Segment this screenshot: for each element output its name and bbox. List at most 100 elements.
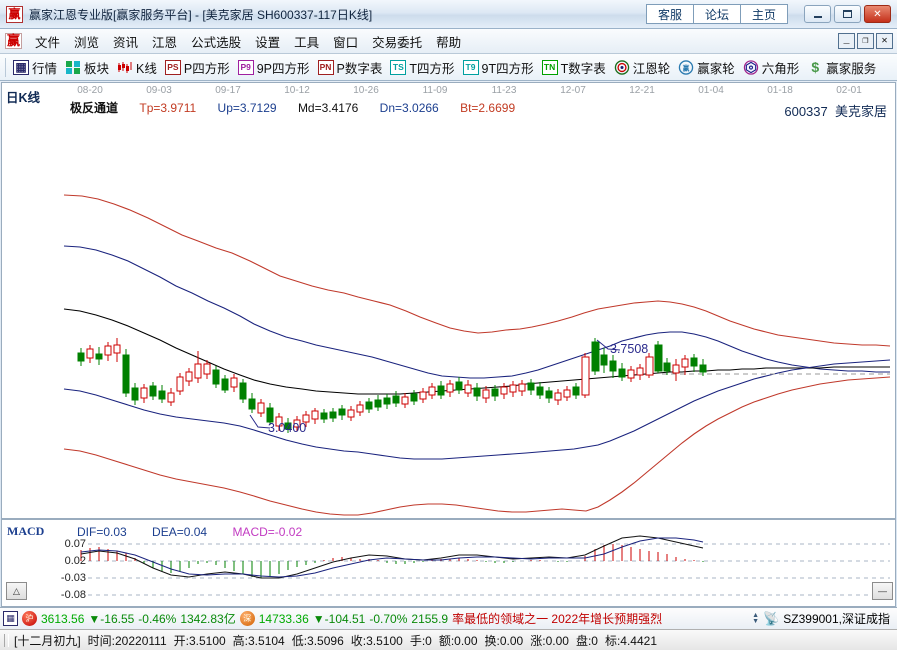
status-time: 时间:20220111 [87, 633, 167, 648]
t-number-table-icon: TN [541, 59, 558, 75]
toolbar-label-blocks: 板块 [84, 61, 110, 76]
macd-scroll-up-button[interactable]: △ [6, 582, 27, 600]
toolbar-button-winner-wheel[interactable]: 赢 赢家轮 [674, 56, 739, 79]
minimize-button[interactable] [804, 5, 831, 23]
customer-service-button[interactable]: 客服 [646, 4, 694, 24]
menu-item-news[interactable]: 资讯 [113, 35, 139, 50]
toolbar-label-winner-wheel: 赢家轮 [697, 61, 735, 76]
menu-item-tools[interactable]: 工具 [294, 35, 320, 50]
toolbar-button-p-number-table[interactable]: PN P数字表 [314, 56, 387, 79]
x-tick-0: 08-20 [77, 85, 103, 96]
9p-square-icon: P9 [237, 59, 254, 75]
quote-grid-icon: ▦ [13, 59, 29, 75]
indicator-md: Md=3.4176 [297, 101, 359, 115]
index2-pct: -0.70% [369, 611, 408, 626]
mdi-minimize-button[interactable]: _ [838, 33, 855, 49]
menu-item-gann[interactable]: 江恩 [152, 35, 178, 50]
chart-canvas[interactable] [2, 83, 896, 519]
winner-wheel-icon: 赢 [678, 59, 694, 75]
toolbar-button-winner-service[interactable]: $ 赢家服务 [803, 56, 880, 79]
toolbar-button-hexagon[interactable]: 六角形 [739, 56, 804, 79]
index1-value: 3613.56 [41, 611, 85, 626]
status-change: 涨:0.00 [530, 633, 569, 648]
maximize-button[interactable] [834, 5, 861, 23]
macd-macd: MACD=-0.02 [232, 525, 303, 539]
mdi-window-controls: _ ❐ ✕ [838, 33, 897, 49]
x-tick-3: 10-12 [284, 85, 310, 96]
index1-pct: -0.46% [138, 611, 177, 626]
macd-axis-label-2: -0.03 [60, 572, 86, 584]
menu-item-trade-entrust[interactable]: 交易委托 [372, 35, 423, 50]
index2-amount: 2155.9 [411, 611, 449, 626]
forum-button[interactable]: 论坛 [693, 4, 741, 24]
x-tick-6: 11-23 [491, 85, 517, 96]
news-ticker-text[interactable]: 率最低的领域之一 2022年增长预期强烈 [452, 612, 663, 626]
macd-canvas[interactable] [2, 520, 896, 607]
indicator-tp: Tp=3.9711 [139, 101, 197, 115]
index1-change: ▼-16.55 [88, 611, 135, 626]
toolbar-button-9t-square[interactable]: T9 9T四方形 [459, 56, 538, 79]
menu-item-window[interactable]: 窗口 [333, 35, 359, 50]
macd-pane[interactable]: MACD DIF=0.03 DEA=0.04 MACD=-0.02 0.07 0… [1, 519, 896, 607]
toolbar-label-hexagon: 六角形 [761, 61, 800, 76]
svg-text:赢: 赢 [683, 63, 690, 72]
x-tick-8: 12-21 [629, 85, 655, 96]
macd-dea: DEA=0.04 [152, 525, 208, 539]
toolbar-separator [5, 57, 6, 77]
x-tick-1: 09-03 [146, 85, 172, 96]
app-logo-icon: 赢 [6, 5, 23, 23]
toolbar-label-t-number-table: T数字表 [560, 61, 606, 76]
toolbar-button-t-number-table[interactable]: TN T数字表 [538, 56, 610, 79]
macd-expand-right-button[interactable]: — [872, 582, 893, 600]
toolbar-button-quote[interactable]: ▦ 行情 [9, 56, 61, 79]
title-links: 客服 论坛 主页 [646, 4, 788, 24]
ticker-spinner-icon[interactable]: ▲ ▼ [752, 611, 760, 625]
chart-area[interactable]: 日K线 08-20 09-03 09-17 10-12 10-26 11-09 … [1, 82, 896, 519]
menu-item-formula-stock-pick[interactable]: 公式选股 [191, 35, 242, 50]
menu-item-browse[interactable]: 浏览 [74, 35, 100, 50]
macd-axis-label-3: -0.08 [60, 589, 86, 601]
p-number-table-icon: PN [317, 59, 334, 75]
indicator-legend: 极反通道 Tp=3.9711 Up=3.7129 Md=3.4176 Dn=3.… [70, 99, 533, 116]
stock-code: 600337 [784, 104, 828, 119]
status-lunar-date: [十二月初九] [14, 633, 81, 648]
status-grip [4, 633, 9, 647]
window-controls: ✕ [804, 5, 891, 23]
toolbar-button-9p-square[interactable]: P9 9P四方形 [234, 56, 314, 79]
macd-values: DIF=0.03 DEA=0.04 MACD=-0.02 [77, 525, 324, 539]
toolbar-label-winner-service: 赢家服务 [826, 61, 877, 76]
status-disk: 盘:0 [575, 633, 598, 648]
x-tick-5: 11-09 [422, 85, 448, 96]
status-turnover: 换:0.00 [484, 633, 524, 648]
market-grid-icon[interactable]: ▦ [3, 611, 18, 626]
t-square-icon: TS [390, 59, 407, 75]
toolbar-button-t-square[interactable]: TS T四方形 [386, 56, 458, 79]
mdi-close-button[interactable]: ✕ [876, 33, 893, 49]
status-close: 收:3.5100 [350, 633, 403, 648]
indicator-name: 极反通道 [70, 101, 119, 115]
stock-code-name: 600337 美克家居 [784, 101, 887, 120]
window-title: 赢家江恩专业版[赢家服务平台] - [美克家居 SH600337-117日K线] [29, 7, 373, 22]
p-square-icon: PS [164, 59, 181, 75]
macd-title: MACD [7, 524, 45, 538]
close-button[interactable]: ✕ [864, 5, 891, 23]
indicator-bt: Bt=2.6699 [460, 101, 516, 115]
toolbar-button-gann-wheel[interactable]: 江恩轮 [610, 56, 675, 79]
index2-change: ▼-104.51 [312, 611, 366, 626]
mdi-restore-button[interactable]: ❐ [857, 33, 874, 49]
index1-amount: 1342.83亿 [180, 612, 236, 626]
homepage-button[interactable]: 主页 [740, 4, 788, 24]
menu-item-file[interactable]: 文件 [35, 35, 61, 50]
main-toolbar: ▦ 行情 板块 [0, 54, 897, 81]
winner-service-icon: $ [811, 59, 820, 75]
x-tick-7: 12-07 [560, 85, 586, 96]
menu-item-help[interactable]: 帮助 [436, 35, 462, 50]
low-pivot-annotation: 3.0400 [268, 421, 307, 435]
toolbar-button-kline[interactable]: K线 [113, 56, 161, 79]
menu-item-settings[interactable]: 设置 [255, 35, 281, 50]
macd-axis-label-0: 0.07 [64, 538, 86, 550]
kline-icon [117, 60, 133, 75]
toolbar-button-p-square[interactable]: PS P四方形 [161, 56, 234, 79]
toolbar-button-blocks[interactable]: 板块 [61, 56, 113, 79]
